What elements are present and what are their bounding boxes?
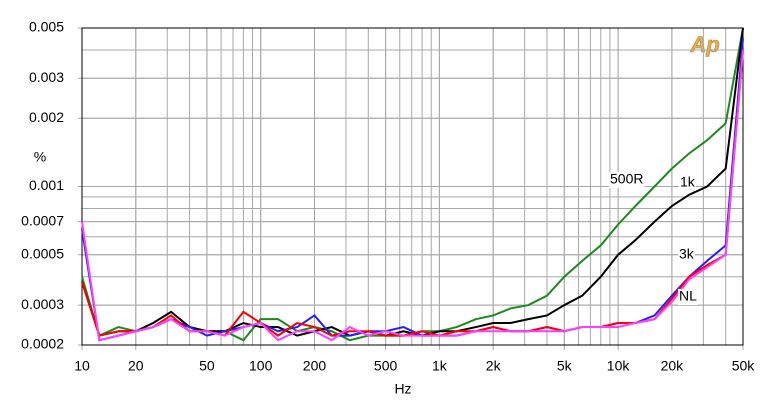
x-tick-label: 2k: [486, 358, 502, 374]
series-line: [81, 49, 744, 342]
x-tick-label: 20k: [661, 358, 685, 374]
x-tick-label: 100: [249, 358, 273, 374]
y-tick-label: 0.0007: [21, 212, 64, 228]
series-label-bg: [678, 289, 698, 305]
y-tick-label: 0.0003: [21, 296, 64, 312]
series-label: 3k: [679, 246, 695, 262]
y-tick-label: 0.001: [29, 177, 64, 193]
x-tick-label: 5k: [557, 358, 573, 374]
x-axis-label: Hz: [394, 381, 411, 397]
x-tick-label: 50: [199, 358, 215, 374]
series-label: NL: [679, 288, 697, 304]
y-tick-label: 0.003: [29, 69, 64, 85]
x-tick-label: 10: [74, 358, 90, 374]
series-label-bg: [678, 247, 695, 263]
series-line: [81, 38, 744, 342]
series-label: 1k: [680, 174, 696, 190]
y-tick-label: 0.0005: [21, 245, 64, 261]
series-label-bg: [609, 172, 645, 188]
x-tick-label: 20: [128, 358, 144, 374]
plot-frame: [81, 27, 744, 346]
series-label: 500R: [610, 171, 643, 187]
x-tick-label: 50k: [732, 358, 756, 374]
y-tick-label: 0.005: [29, 19, 64, 35]
series-line: [81, 49, 744, 337]
y-axis-label: %: [34, 149, 46, 165]
logo: Ap: [689, 32, 719, 57]
y-tick-label: 0.0002: [21, 336, 64, 352]
x-tick-label: 1k: [432, 358, 448, 374]
x-tick-label: 200: [303, 358, 327, 374]
x-tick-label: 500: [374, 358, 398, 374]
series-label-bg: [679, 175, 696, 191]
x-tick-label: 10k: [607, 358, 631, 374]
y-tick-label: 0.002: [29, 109, 64, 125]
